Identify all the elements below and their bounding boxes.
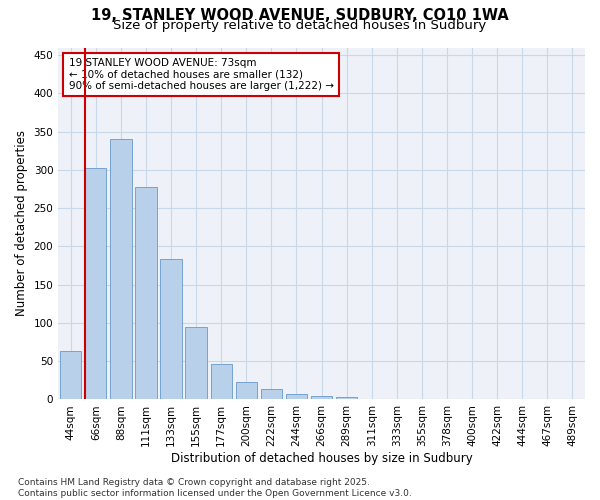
Text: 19, STANLEY WOOD AVENUE, SUDBURY, CO10 1WA: 19, STANLEY WOOD AVENUE, SUDBURY, CO10 1…: [91, 8, 509, 22]
Bar: [211, 364, 232, 400]
Bar: [136, 187, 157, 400]
Text: Size of property relative to detached houses in Sudbury: Size of property relative to detached ho…: [113, 19, 487, 32]
Text: 19 STANLEY WOOD AVENUE: 73sqm
← 10% of detached houses are smaller (132)
90% of : 19 STANLEY WOOD AVENUE: 73sqm ← 10% of d…: [69, 58, 334, 92]
Y-axis label: Number of detached properties: Number of detached properties: [15, 130, 28, 316]
Bar: [311, 396, 332, 400]
X-axis label: Distribution of detached houses by size in Sudbury: Distribution of detached houses by size …: [171, 452, 472, 465]
Bar: [160, 260, 182, 400]
Text: Contains HM Land Registry data © Crown copyright and database right 2025.
Contai: Contains HM Land Registry data © Crown c…: [18, 478, 412, 498]
Bar: [411, 398, 433, 400]
Bar: [261, 388, 282, 400]
Bar: [85, 168, 106, 400]
Bar: [286, 394, 307, 400]
Bar: [185, 327, 207, 400]
Bar: [60, 352, 82, 400]
Bar: [361, 398, 382, 400]
Bar: [110, 140, 131, 400]
Bar: [386, 398, 407, 400]
Bar: [236, 382, 257, 400]
Bar: [336, 397, 358, 400]
